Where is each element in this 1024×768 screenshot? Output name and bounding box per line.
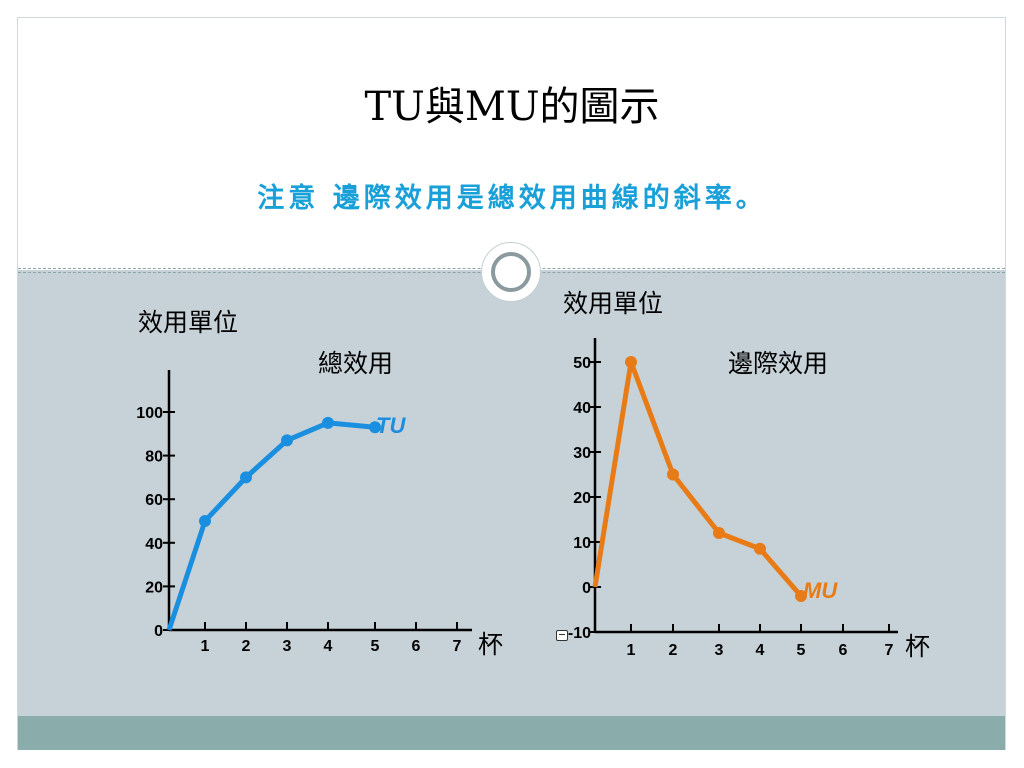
mu-x-tick-label: 1 — [627, 642, 636, 659]
slide-subtitle: 注意 邊際效用是總效用曲線的斜率。 — [257, 183, 767, 214]
content-band — [18, 270, 1005, 716]
mu-x-tick-label: 3 — [715, 642, 724, 659]
tu-x-ticks: 1 2 3 4 5 6 7 — [201, 622, 462, 655]
tu-xlabel: 杯 — [478, 630, 503, 659]
tu-x-tick-label: 5 — [371, 638, 380, 655]
tu-y-tick-label: 40 — [145, 536, 163, 553]
slide-title: TU與MU的圖示 — [364, 84, 660, 130]
tu-y-tick-label: 0 — [154, 623, 163, 640]
mu-data-point — [667, 468, 679, 481]
mu-data-point — [625, 356, 637, 368]
note-icon — [556, 630, 568, 641]
tu-data-point — [369, 421, 381, 434]
mu-y-tick-label: 10 — [573, 535, 591, 552]
mu-y-tick-label: -10 — [568, 625, 591, 642]
tu-x-tick-label: 1 — [201, 638, 210, 655]
mu-series-line — [592, 359, 803, 598]
tu-data-point — [199, 515, 211, 527]
tu-y-tick-label: 60 — [145, 492, 163, 509]
tu-x-tick-label: 2 — [242, 638, 251, 655]
mu-data-point — [795, 590, 807, 602]
mu-series-label: MU — [803, 578, 838, 603]
mu-xlabel: 杯 — [905, 632, 930, 661]
mu-y-tick-label: 50 — [573, 355, 591, 372]
mu-data-point — [713, 527, 725, 539]
tu-x-tick-label: 3 — [283, 638, 292, 655]
tu-ylabel: 效用單位 — [138, 308, 238, 337]
tu-y-tick-label: 100 — [136, 405, 163, 422]
mu-points — [625, 356, 807, 602]
tu-x-tick-label: 7 — [453, 638, 462, 655]
tu-y-tick-label: 20 — [145, 579, 163, 596]
tu-y-tick-label: 80 — [145, 449, 163, 466]
tu-chart: 效用單位 總效用 0 20 40 60 80 100 1 2 3 4 5 6 7 TU 杯 — [136, 308, 503, 659]
tu-data-point — [281, 434, 293, 447]
mu-y-tick-label: 0 — [582, 580, 591, 597]
tu-data-point — [240, 471, 252, 484]
mu-y-ticks: -10 0 10 20 30 40 50 — [568, 355, 601, 642]
mu-x-ticks: 1 2 3 4 5 6 7 — [627, 624, 894, 659]
mu-x-tick-label: 6 — [839, 642, 848, 659]
mu-chart: 效用單位 邊際效用 -10 0 10 20 30 40 50 1 2 3 4 5 6 7 MU 杯 — [563, 289, 930, 661]
mu-y-tick-label: 30 — [573, 445, 591, 462]
mu-x-tick-label: 2 — [669, 642, 678, 659]
mu-x-tick-label: 7 — [885, 642, 894, 659]
tu-x-tick-label: 4 — [324, 638, 333, 655]
tu-series-line — [166, 420, 376, 631]
divider-ring-inner — [491, 252, 531, 292]
tu-x-tick-label: 6 — [412, 638, 421, 655]
mu-chart-title: 邊際效用 — [728, 349, 828, 378]
tu-series-label: TU — [376, 413, 406, 438]
mu-x-tick-label: 5 — [797, 642, 806, 659]
mu-y-tick-label: 40 — [573, 400, 591, 417]
tu-data-point — [322, 416, 334, 429]
mu-y-tick-label: 20 — [573, 490, 591, 507]
mu-ylabel: 效用單位 — [563, 289, 663, 318]
footer-band — [18, 716, 1005, 750]
tu-chart-title: 總效用 — [318, 349, 393, 378]
mu-data-point — [754, 542, 766, 555]
tu-y-ticks: 0 20 40 60 80 100 — [136, 405, 175, 640]
tu-points — [199, 416, 381, 527]
mu-x-tick-label: 4 — [756, 642, 765, 659]
